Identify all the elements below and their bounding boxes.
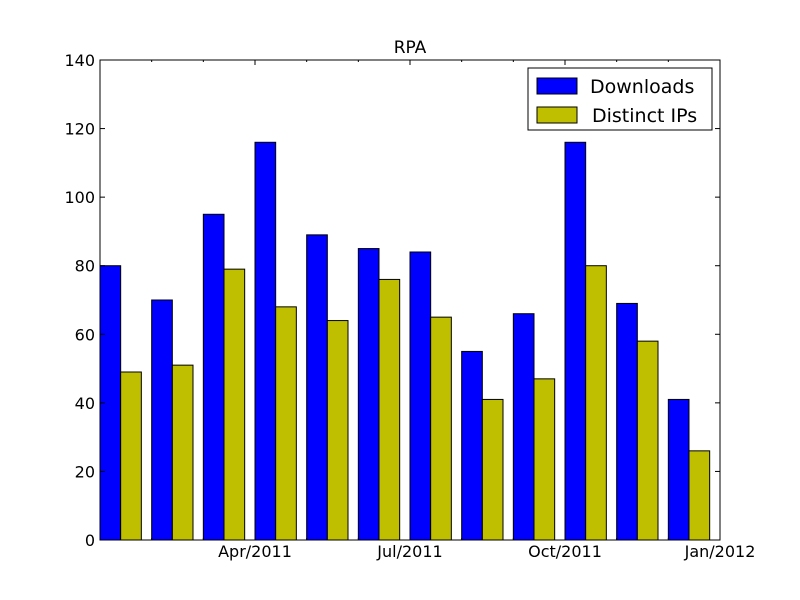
bar-downloads-2011-07: [409, 251, 432, 541]
bar-downloads-2011-05: [306, 234, 328, 541]
x-tick-label: Oct/2011: [528, 542, 602, 561]
y-tick-label: 40: [75, 394, 95, 413]
x-axis: Apr/2011 Jul/2011 Oct/2011 Jan/2012: [151, 60, 756, 561]
bars-layer: [99, 141, 711, 541]
y-tick-label: 0: [85, 531, 95, 550]
bar-distinct-ips-2011-10: [585, 265, 607, 541]
x-tick-label: Jan/2012: [684, 542, 756, 561]
legend-swatch-downloads: [536, 77, 578, 95]
bar-distinct-ips-2011-09: [533, 378, 556, 541]
y-tick-label: 60: [75, 325, 95, 344]
bar-distinct-ips-2011-02: [171, 364, 194, 541]
y-axis: 0 20 40 60 80 100 120 140: [64, 51, 720, 550]
bar-downloads-2011-08: [461, 350, 483, 541]
y-tick-label: 80: [75, 257, 95, 276]
y-tick-label: 20: [75, 462, 95, 481]
y-tick-label: 140: [64, 51, 95, 70]
bar-downloads-2011-04: [254, 141, 277, 541]
chart-title: RPA: [394, 38, 427, 58]
y-tick-label: 100: [64, 188, 95, 207]
legend-label-downloads: Downloads: [590, 76, 694, 98]
bar-distinct-ips-2011-05: [326, 320, 349, 541]
bar-distinct-ips-2011-03: [223, 268, 246, 541]
bar-distinct-ips-2011-11: [636, 340, 659, 541]
bar-distinct-ips-2011-06: [378, 278, 401, 541]
y-tick-label: 120: [64, 120, 95, 139]
x-tick-label: Apr/2011: [218, 542, 292, 561]
bar-downloads-2011-11: [616, 302, 638, 541]
bar-distinct-ips-2011-04: [275, 306, 297, 541]
bar-downloads-2011-09: [512, 313, 535, 541]
bar-downloads-2011-06: [357, 248, 380, 541]
bar-distinct-ips-2011-01: [120, 371, 142, 541]
bar-downloads-2011-10: [564, 141, 587, 541]
bar-downloads-2011-03: [202, 213, 225, 541]
legend-swatch-distinct-ips: [536, 106, 578, 124]
x-tick-label: Jul/2011: [376, 542, 442, 561]
bar-distinct-ips-2011-08: [481, 398, 504, 541]
bar-distinct-ips-2011-07: [430, 316, 452, 541]
bar-downloads-2011-02: [151, 299, 173, 541]
legend: Downloads Distinct IPs: [527, 67, 713, 131]
legend-label-distinct-ips: Distinct IPs: [592, 105, 697, 127]
bar-downloads-2011-12: [667, 398, 690, 541]
bar-distinct-ips-2011-12: [688, 450, 711, 541]
